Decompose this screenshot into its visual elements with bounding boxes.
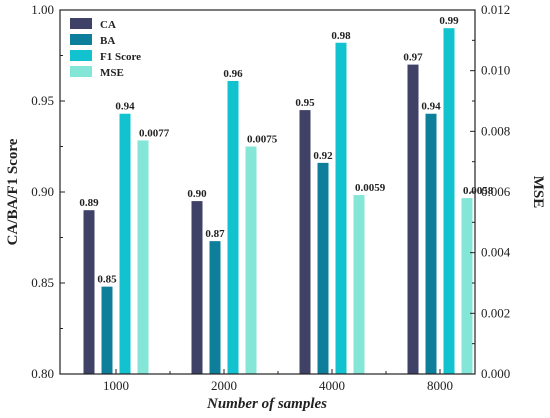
bar-ba-2000 bbox=[209, 241, 221, 374]
bar-ca-4000 bbox=[299, 110, 311, 374]
x-tick-label-8000: 8000 bbox=[427, 378, 453, 393]
bars-layer bbox=[83, 28, 473, 375]
y-right-tick-label-0.010: 0.010 bbox=[481, 63, 510, 78]
y-right-tick-label-0.000: 0.000 bbox=[481, 366, 510, 381]
bar-f1-score-4000 bbox=[335, 42, 347, 374]
legend-swatch-mse bbox=[70, 66, 92, 77]
data-label-ba-1000: 0.85 bbox=[97, 274, 117, 286]
data-label-ca-2000: 0.90 bbox=[187, 188, 207, 200]
bar-f1-score-8000 bbox=[443, 28, 455, 374]
y-right-tick-label-0.002: 0.002 bbox=[481, 305, 510, 320]
bar-f1-score-1000 bbox=[119, 113, 131, 375]
data-label-f1-score-8000: 0.99 bbox=[439, 15, 459, 27]
y-axis-left-title: CA/BA/F1 Score bbox=[5, 138, 21, 245]
data-labels-layer: 0.89 0.90 0.95 0.97 0.85 0.87 0.92 0.94 0.94 0.96… bbox=[79, 15, 493, 285]
y-left-tick-label-0.90: 0.90 bbox=[31, 184, 54, 199]
data-label-mse-4000: 0.0059 bbox=[355, 182, 386, 194]
legend-swatch-ba bbox=[70, 34, 92, 45]
data-label-ba-4000: 0.92 bbox=[313, 150, 333, 162]
x-tick-label-1000: 1000 bbox=[103, 378, 129, 393]
bar-ba-1000 bbox=[101, 286, 113, 374]
y-left-tick-label-1.00: 1.00 bbox=[31, 2, 54, 17]
x-axis-title: Number of samples bbox=[206, 396, 327, 412]
bar-ca-2000 bbox=[191, 201, 203, 374]
bar-f1-score-2000 bbox=[227, 80, 239, 374]
data-label-ca-1000: 0.89 bbox=[79, 197, 99, 209]
x-tick-label-4000: 4000 bbox=[319, 378, 345, 393]
data-label-mse-2000: 0.0075 bbox=[247, 134, 278, 146]
y-left-tick-label-0.95: 0.95 bbox=[31, 93, 54, 108]
bar-mse-1000 bbox=[137, 140, 149, 374]
bar-ba-8000 bbox=[425, 113, 437, 375]
data-label-ca-4000: 0.95 bbox=[295, 97, 315, 109]
legend-label-f1-score: F1 Score bbox=[100, 51, 141, 63]
axes-layer: 0.80 0.85 0.90 0.95 1.00 0.000 0.002 0.004 0.006… bbox=[31, 2, 511, 393]
y-right-tick-label-0.008: 0.008 bbox=[481, 123, 510, 138]
bar-ca-1000 bbox=[83, 210, 95, 374]
bar-mse-2000 bbox=[245, 146, 257, 374]
y-right-tick-label-0.004: 0.004 bbox=[481, 245, 511, 260]
data-label-mse-8000: 0.0058 bbox=[463, 185, 494, 197]
x-tick-label-2000: 2000 bbox=[211, 378, 237, 393]
bar-mse-8000 bbox=[461, 198, 473, 374]
data-label-f1-score-2000: 0.96 bbox=[223, 68, 243, 80]
data-label-ba-8000: 0.94 bbox=[421, 101, 441, 113]
data-label-f1-score-4000: 0.98 bbox=[331, 30, 351, 42]
legend-label-mse: MSE bbox=[100, 67, 124, 79]
legend-label-ca: CA bbox=[100, 19, 116, 31]
legend: CA BA F1 Score MSE bbox=[70, 18, 141, 79]
y-left-tick-label-0.80: 0.80 bbox=[31, 366, 54, 381]
y-left-tick-label-0.85: 0.85 bbox=[31, 275, 54, 290]
legend-swatch-f1-score bbox=[70, 50, 92, 61]
data-label-ca-8000: 0.97 bbox=[403, 52, 423, 64]
bar-ca-8000 bbox=[407, 64, 419, 374]
bar-mse-4000 bbox=[353, 195, 365, 374]
y-right-tick-label-0.012: 0.012 bbox=[481, 2, 510, 17]
y-right-tick-label-0.006: 0.006 bbox=[481, 184, 511, 199]
y-axis-right-title: MSE bbox=[530, 176, 546, 209]
bar-ba-4000 bbox=[317, 162, 329, 374]
data-label-mse-1000: 0.0077 bbox=[139, 127, 170, 139]
legend-swatch-ca bbox=[70, 18, 92, 29]
legend-label-ba: BA bbox=[100, 35, 115, 47]
data-label-f1-score-1000: 0.94 bbox=[115, 101, 135, 113]
data-label-ba-2000: 0.87 bbox=[205, 228, 225, 240]
